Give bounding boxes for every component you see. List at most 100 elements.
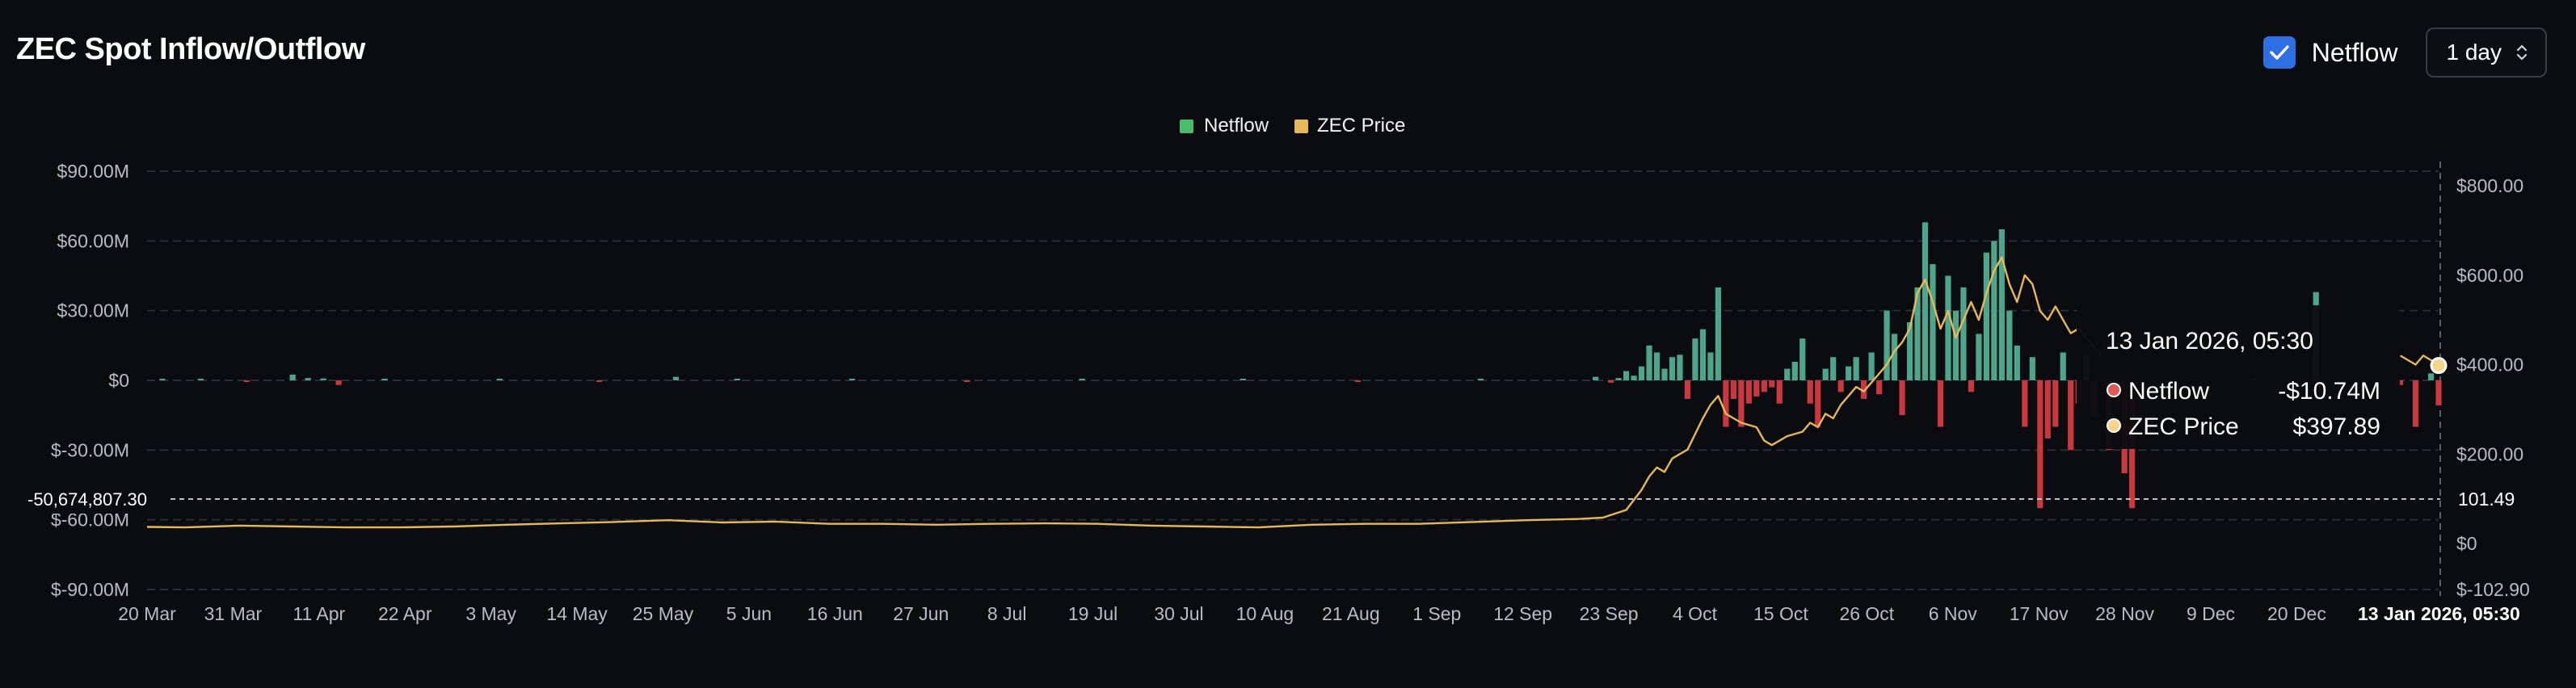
- x-tick-label: 3 May: [465, 603, 516, 624]
- x-tick-label: 9 Dec: [2187, 603, 2235, 624]
- x-tick-label: 28 Nov: [2095, 603, 2154, 624]
- netflow-bar: [1998, 229, 2005, 380]
- page-title: ZEC Spot Inflow/Outflow: [16, 32, 365, 66]
- netflow-bar: [243, 380, 250, 382]
- interval-select-value: 1 day: [2446, 40, 2502, 65]
- chart-controls: Netflow 1 day: [2262, 27, 2547, 78]
- netflow-bar: [1976, 334, 1982, 380]
- netflow-bar: [1661, 368, 1668, 380]
- netflow-bar: [1815, 380, 1821, 427]
- netflow-bar: [1837, 380, 1844, 392]
- netflow-bar: [2052, 380, 2059, 427]
- netflow-bar: [1921, 222, 1929, 380]
- netflow-bar: [1240, 379, 1246, 380]
- netflow-bar: [1738, 380, 1745, 427]
- legend-label-netflow: Netflow: [1204, 115, 1269, 136]
- y-right-tick-label: $-102.90: [2456, 579, 2530, 600]
- legend-swatch-price: [1294, 120, 1308, 133]
- netflow-bar: [320, 378, 326, 380]
- netflow-bar: [2044, 380, 2051, 438]
- x-tick-label: 20 Mar: [118, 603, 176, 624]
- netflow-bar: [1669, 357, 1676, 380]
- tooltip-box: [2077, 305, 2400, 449]
- netflow-bar: [1868, 352, 1875, 380]
- netflow-checkbox[interactable]: [2262, 36, 2296, 69]
- netflow-bar: [1914, 287, 1921, 380]
- x-tick-label: 6 Nov: [1929, 603, 1978, 624]
- netflow-bar: [1875, 380, 1883, 395]
- tooltip-netflow-value: -$10.74M: [2278, 378, 2380, 405]
- netflow-bar: [1699, 329, 1707, 380]
- netflow-bar: [1653, 352, 1661, 380]
- netflow-bar: [1930, 264, 1936, 380]
- netflow-bar: [305, 378, 311, 380]
- netflow-bar: [2014, 345, 2020, 380]
- netflow-bar: [964, 380, 970, 382]
- netflow-bar: [1991, 241, 1997, 380]
- netflow-bar: [1960, 287, 1967, 380]
- tooltip-netflow-name: Netflow: [2128, 378, 2209, 405]
- x-tick-label: 4 Oct: [1673, 603, 1718, 624]
- netflow-bar: [2037, 380, 2044, 509]
- x-tick-label: 26 Oct: [1839, 603, 1894, 624]
- x-tick-label: 31 Mar: [204, 603, 263, 624]
- tooltip-date: 13 Jan 2026, 05:30: [2106, 328, 2313, 354]
- y-right-tick-label: $600.00: [2456, 265, 2523, 286]
- tooltip-price-dot: [2107, 418, 2121, 433]
- interval-select[interactable]: 1 day: [2425, 27, 2547, 78]
- netflow-bar: [1884, 310, 1890, 380]
- x-tick-label: 19 Jul: [1068, 603, 1118, 624]
- netflow-bar: [1593, 376, 1599, 380]
- netflow-checkbox-label[interactable]: Netflow: [2311, 37, 2398, 67]
- x-tick-label: 23 Sep: [1580, 603, 1639, 624]
- y-left-tick-label: $0: [108, 370, 129, 391]
- netflow-bar: [2412, 380, 2419, 427]
- netflow-bar: [1730, 380, 1736, 400]
- x-tick-label: 15 Oct: [1753, 603, 1808, 624]
- tooltip-netflow-dot: [2107, 383, 2121, 397]
- x-tick-label: 16 Jun: [807, 603, 863, 624]
- netflow-bar: [1861, 380, 1867, 400]
- netflow-bar: [1745, 380, 1752, 404]
- netflow-bar: [1891, 334, 1898, 380]
- crosshair-x-label: 13 Jan 2026, 05:30: [2358, 603, 2520, 624]
- y-right-tick-label: $800.00: [2456, 175, 2523, 196]
- netflow-bar: [496, 379, 503, 380]
- x-tick-label: 20 Dec: [2267, 603, 2326, 624]
- x-tick-label: 27 Jun: [893, 603, 949, 624]
- netflow-bar: [1952, 310, 1959, 380]
- netflow-bar: [849, 379, 856, 380]
- netflow-bar: [1707, 352, 1714, 380]
- crosshair-x-label-bg: [2350, 599, 2536, 628]
- x-tick-label: 5 Jun: [726, 603, 772, 624]
- netflow-bar: [672, 376, 680, 380]
- netflow-bar: [1477, 379, 1484, 380]
- netflow-bar: [1638, 366, 1645, 380]
- x-tick-label: 11 Apr: [293, 603, 345, 624]
- crosshair-left-label-bg: [16, 485, 166, 514]
- netflow-bar: [1846, 366, 1852, 380]
- y-left-tick-label: $30.00M: [57, 300, 129, 321]
- legend-label-price: ZEC Price: [1317, 115, 1405, 136]
- netflow-bar: [2397, 380, 2404, 385]
- x-tick-label: 8 Jul: [987, 603, 1027, 624]
- netflow-bar: [1615, 378, 1622, 380]
- crosshair-right-label: 101.49: [2458, 489, 2515, 510]
- checkmark-icon: [2270, 45, 2289, 60]
- netflow-bar: [289, 374, 296, 380]
- netflow-bar: [1899, 380, 1905, 416]
- netflow-bar: [2022, 380, 2028, 427]
- netflow-bar: [381, 379, 388, 380]
- netflow-bar: [159, 379, 166, 380]
- netflow-bar: [1822, 368, 1829, 380]
- netflow-bar: [1631, 375, 1637, 380]
- netflow-bar: [1715, 287, 1722, 380]
- crosshair-left-label: -50,674,807.30: [27, 489, 147, 510]
- y-right-tick-label: $400.00: [2456, 354, 2523, 375]
- y-left-tick-label: $-30.00M: [51, 439, 129, 460]
- netflow-bar: [1807, 380, 1813, 404]
- netflow-bar: [2427, 373, 2435, 380]
- netflow-bar: [1968, 380, 1975, 392]
- x-tick-label: 12 Sep: [1493, 603, 1552, 624]
